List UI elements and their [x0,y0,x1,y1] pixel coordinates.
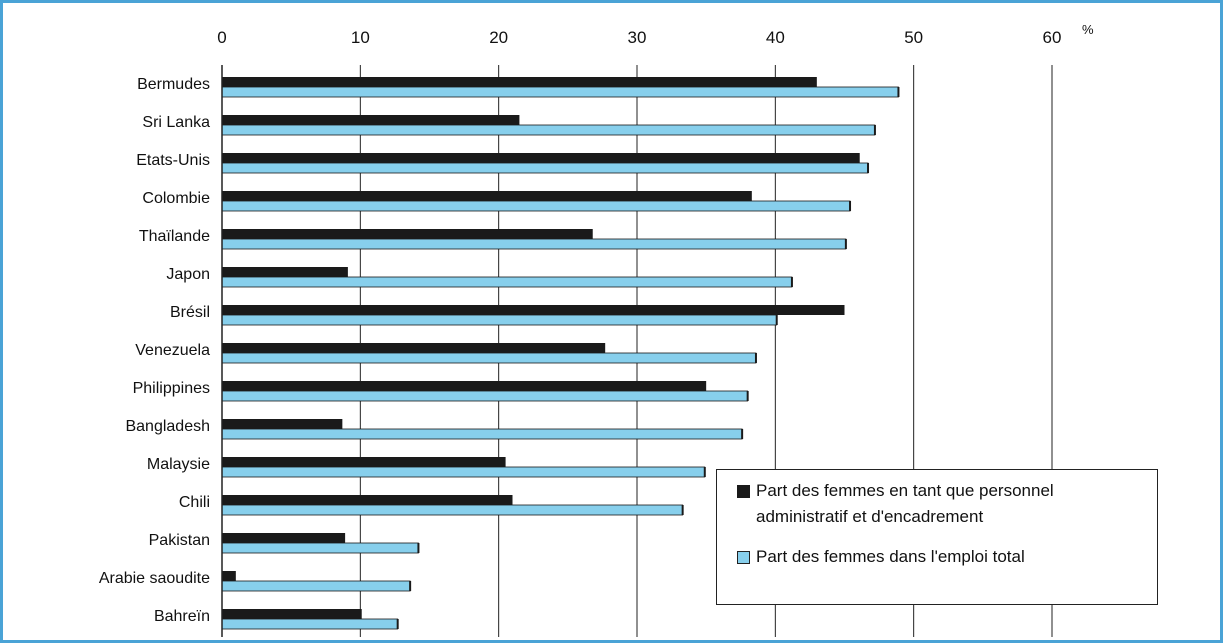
x-tick-label-40: 40 [766,28,785,47]
bar-admin-share [222,571,236,581]
bar-employment-share [221,276,793,288]
bar-admin-share [222,495,513,505]
bar-admin-share [222,153,860,163]
bar-admin-share [222,305,845,315]
category-label: Japon [166,266,210,283]
bar-admin-share [222,533,346,543]
legend-label-admin-line2: administratif et d'encadrement [756,507,984,526]
bar-admin-share [222,77,817,87]
bar-admin-share [222,609,362,619]
bar-admin-share [222,229,593,239]
category-label: Venezuela [135,342,210,359]
bar-employment-share [221,618,399,630]
category-label: Bermudes [137,76,210,93]
legend-swatch-light [737,551,750,564]
x-unit-label: % [1082,22,1094,37]
category-label: Chili [179,494,210,511]
category-label: Bangladesh [125,418,210,435]
category-label: Colombie [142,190,210,207]
bar-employment-share [221,504,684,516]
legend-swatch-dark [737,485,750,498]
x-tick-label-10: 10 [351,28,370,47]
category-label: Bahreïn [154,608,210,625]
bar-employment-share [221,580,411,592]
category-label: Philippines [133,380,210,397]
bar-employment-share [221,86,899,98]
bar-employment-share [221,542,419,554]
category-label: Arabie saoudite [99,570,210,587]
legend-item-employment-share: Part des femmes dans l'emploi total [737,544,1025,570]
legend-label-employment: Part des femmes dans l'emploi total [756,547,1025,566]
x-tick-label-20: 20 [489,28,508,47]
bar-admin-share [222,343,606,353]
bar-chart: 0 10 20 30 40 50 60% Bermudes Sri Lanka Etats-Un… [99,22,1094,637]
bar-admin-share [222,419,343,429]
bar-employment-share [221,200,851,212]
bar-employment-share [221,124,876,136]
bar-admin-share [222,457,506,467]
bar-admin-share [222,191,752,201]
bar-employment-share [221,428,743,440]
x-tick-label-60: 60 [1043,28,1062,47]
bar-employment-share [221,238,847,250]
category-labels: Bermudes Sri Lanka Etats-Unis Colombie Thaïl… [99,76,210,625]
bar-employment-share [221,352,757,364]
category-label: Sri Lanka [142,114,210,131]
bar-employment-share [221,314,778,326]
x-tick-label-50: 50 [904,28,923,47]
legend-label-admin-line1: Part des femmes en tant que personnel [756,481,1054,500]
bar-admin-share [222,267,348,277]
category-label: Pakistan [149,532,210,549]
legend: Part des femmes en tant que personnel ad… [716,469,1158,605]
category-label: Thaïlande [139,228,210,245]
category-label: Etats-Unis [136,152,210,169]
bar-admin-share [222,115,520,125]
bar-employment-share [221,390,749,402]
legend-item-admin-share: Part des femmes en tant que personnel ad… [737,478,1054,530]
x-tick-labels: 0 10 20 30 40 50 60% [217,22,1094,47]
bar-employment-share [221,162,869,174]
bar-employment-share [221,466,706,478]
x-tick-label-0: 0 [217,28,226,47]
bars [221,77,900,630]
x-tick-label-30: 30 [628,28,647,47]
category-label: Malaysie [147,456,210,473]
category-label: Brésil [170,304,210,321]
bar-admin-share [222,381,707,391]
